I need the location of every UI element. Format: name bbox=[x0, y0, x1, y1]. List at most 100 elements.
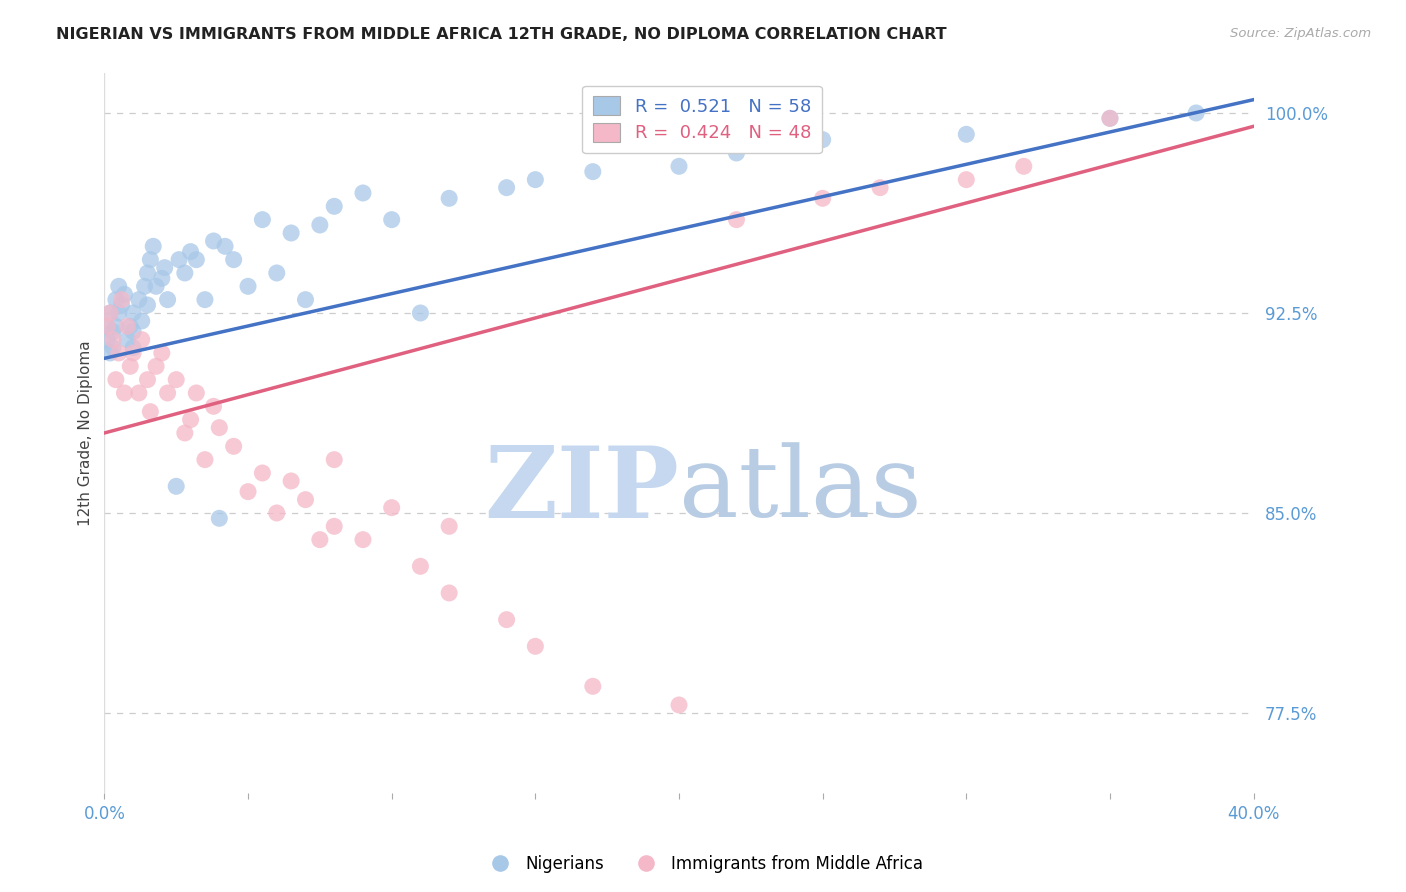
Point bbox=[437, 519, 460, 533]
Point bbox=[153, 260, 176, 275]
Point bbox=[668, 698, 690, 712]
Point bbox=[437, 586, 460, 600]
Point bbox=[811, 133, 834, 147]
Point bbox=[165, 479, 187, 493]
Point bbox=[150, 271, 173, 285]
Point bbox=[136, 266, 159, 280]
Point bbox=[104, 319, 127, 334]
Point bbox=[1012, 159, 1035, 173]
Point bbox=[104, 373, 127, 387]
Point bbox=[294, 492, 316, 507]
Point bbox=[122, 346, 145, 360]
Point bbox=[236, 279, 259, 293]
Point bbox=[955, 128, 977, 142]
Point bbox=[150, 346, 173, 360]
Point bbox=[122, 341, 145, 355]
Point bbox=[180, 244, 202, 259]
Point bbox=[128, 293, 150, 307]
Legend: R =  0.521   N = 58, R =  0.424   N = 48: R = 0.521 N = 58, R = 0.424 N = 48 bbox=[582, 86, 821, 153]
Point bbox=[98, 306, 121, 320]
Point bbox=[668, 159, 690, 173]
Point bbox=[323, 199, 346, 213]
Point bbox=[280, 226, 302, 240]
Point bbox=[173, 425, 195, 440]
Point bbox=[524, 640, 547, 654]
Point bbox=[122, 306, 145, 320]
Point bbox=[128, 386, 150, 401]
Point bbox=[136, 298, 159, 312]
Point bbox=[107, 306, 129, 320]
Point bbox=[495, 180, 517, 194]
Point bbox=[111, 293, 134, 307]
Point bbox=[131, 314, 153, 328]
Point bbox=[266, 506, 288, 520]
Point bbox=[142, 239, 165, 253]
Point bbox=[308, 218, 330, 232]
Point bbox=[582, 679, 605, 693]
Point bbox=[214, 239, 236, 253]
Point bbox=[811, 191, 834, 205]
Point bbox=[222, 439, 245, 453]
Point bbox=[955, 172, 977, 186]
Point bbox=[117, 319, 139, 334]
Point bbox=[186, 252, 208, 267]
Point bbox=[352, 533, 374, 547]
Point bbox=[111, 298, 134, 312]
Point bbox=[725, 212, 748, 227]
Point bbox=[165, 373, 187, 387]
Point bbox=[120, 319, 142, 334]
Point bbox=[252, 466, 274, 480]
Point bbox=[120, 359, 142, 374]
Point bbox=[107, 279, 129, 293]
Point bbox=[96, 333, 118, 347]
Point bbox=[98, 306, 121, 320]
Point bbox=[495, 613, 517, 627]
Point bbox=[236, 484, 259, 499]
Y-axis label: 12th Grade, No Diploma: 12th Grade, No Diploma bbox=[79, 340, 93, 525]
Point bbox=[280, 474, 302, 488]
Point bbox=[252, 212, 274, 227]
Point bbox=[139, 404, 162, 418]
Point bbox=[266, 266, 288, 280]
Point bbox=[156, 293, 179, 307]
Text: NIGERIAN VS IMMIGRANTS FROM MIDDLE AFRICA 12TH GRADE, NO DIPLOMA CORRELATION CHA: NIGERIAN VS IMMIGRANTS FROM MIDDLE AFRIC… bbox=[56, 27, 946, 42]
Point bbox=[409, 306, 432, 320]
Point bbox=[145, 359, 167, 374]
Point bbox=[208, 511, 231, 525]
Point bbox=[117, 333, 139, 347]
Point bbox=[308, 533, 330, 547]
Point bbox=[186, 386, 208, 401]
Text: ZIP: ZIP bbox=[484, 442, 679, 539]
Point bbox=[381, 500, 404, 515]
Point bbox=[173, 266, 195, 280]
Point bbox=[202, 234, 225, 248]
Point bbox=[1098, 112, 1121, 126]
Text: atlas: atlas bbox=[679, 442, 922, 539]
Text: Source: ZipAtlas.com: Source: ZipAtlas.com bbox=[1230, 27, 1371, 40]
Point bbox=[725, 146, 748, 161]
Point bbox=[107, 346, 129, 360]
Point bbox=[381, 212, 404, 227]
Point bbox=[114, 287, 136, 301]
Point bbox=[156, 386, 179, 401]
Point bbox=[145, 279, 167, 293]
Point bbox=[352, 186, 374, 200]
Point bbox=[524, 172, 547, 186]
Point bbox=[194, 293, 217, 307]
Point bbox=[139, 252, 162, 267]
Point bbox=[222, 252, 245, 267]
Point bbox=[131, 333, 153, 347]
Point bbox=[101, 333, 124, 347]
Point bbox=[101, 325, 124, 339]
Point bbox=[294, 293, 316, 307]
Point bbox=[1098, 112, 1121, 126]
Point bbox=[101, 341, 124, 355]
Point bbox=[202, 400, 225, 414]
Point bbox=[104, 293, 127, 307]
Point bbox=[114, 386, 136, 401]
Point bbox=[136, 373, 159, 387]
Point bbox=[323, 519, 346, 533]
Point bbox=[167, 252, 190, 267]
Point bbox=[96, 319, 118, 334]
Point bbox=[96, 319, 118, 334]
